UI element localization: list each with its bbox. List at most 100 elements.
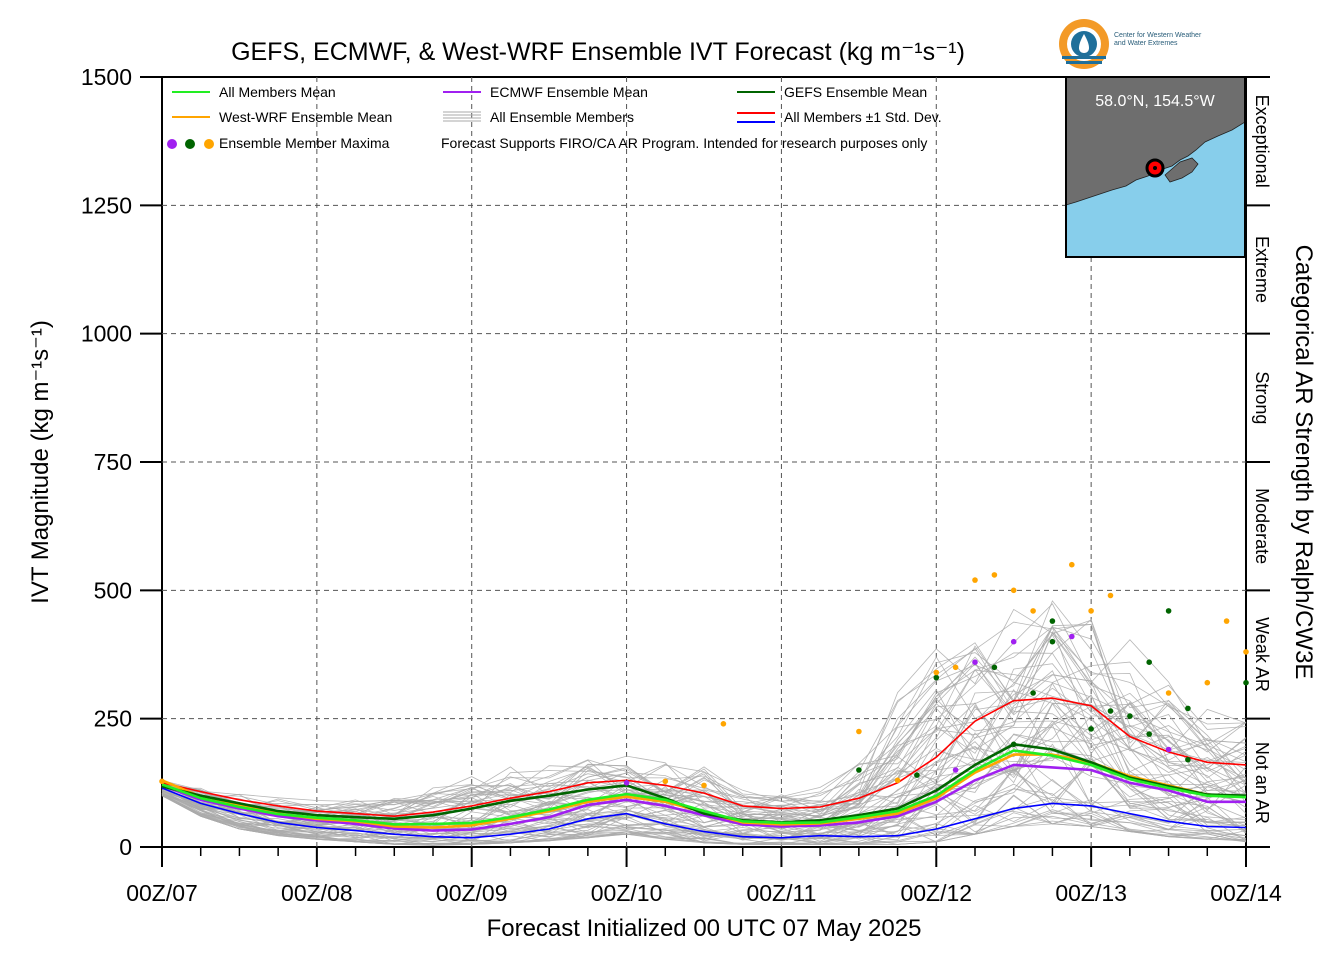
- y-tick-label: 750: [94, 449, 132, 475]
- maxima-point: [1146, 731, 1152, 737]
- member-line: [161, 608, 1247, 813]
- member-line: [161, 795, 1247, 845]
- maxima-point: [1243, 649, 1249, 655]
- maxima-point: [1165, 746, 1172, 753]
- maxima-point: [952, 664, 959, 671]
- legend-label: GEFS Ensemble Mean: [784, 84, 927, 100]
- x-tick-label: 00Z/14: [1210, 880, 1282, 906]
- research-note: Forecast Supports FIRO/CA AR Program. In…: [441, 135, 927, 151]
- maxima-point: [1185, 756, 1191, 763]
- y-tick-label: 1000: [81, 321, 132, 347]
- maxima-point: [1049, 638, 1056, 645]
- maxima-point: [933, 674, 940, 681]
- member-line: [161, 734, 1247, 841]
- ar-category-axis: Not an AR Weak AR Moderate Strong Extreme Exc…: [1246, 76, 1272, 848]
- maxima-point: [662, 778, 669, 785]
- maxima-point: [1107, 708, 1114, 714]
- maxima-point: [856, 767, 862, 773]
- x-tick-label: 00Z/07: [126, 880, 198, 906]
- legend-item-maxima: Ensemble Member Maxima: [167, 135, 390, 151]
- legend-label: All Ensemble Members: [490, 109, 634, 125]
- x-tick-label: 00Z/13: [1055, 880, 1127, 906]
- series-line: [161, 742, 1247, 824]
- maxima-point: [1049, 618, 1056, 624]
- legend-item-gefs-mean: GEFS Ensemble Mean: [737, 84, 927, 100]
- member-line: [161, 698, 1247, 827]
- member-line: [161, 778, 1247, 843]
- y-tick-label: 1250: [81, 192, 132, 218]
- x-axis: 00Z/07 00Z/08 00Z/09 00Z/10 00Z/11 00Z/12 00Z/…: [126, 847, 1282, 906]
- member-line: [161, 619, 1247, 817]
- maxima-point: [1185, 705, 1191, 712]
- maxima-point: [1088, 726, 1094, 732]
- maxima-point: [894, 777, 901, 784]
- maxima-point: [991, 572, 998, 578]
- legend: All Members Mean ECMWF Ensemble Mean GEF…: [167, 84, 942, 151]
- maxima-point: [1204, 679, 1211, 686]
- maxima-point: [1146, 659, 1152, 665]
- legend-label: ECMWF Ensemble Mean: [490, 84, 648, 100]
- y-tick-label: 0: [119, 834, 132, 860]
- ensemble-maxima: [159, 561, 1249, 789]
- cw3e-logo-icon: [1059, 19, 1109, 69]
- maxima-point: [1010, 741, 1017, 748]
- maxima-point: [1030, 608, 1036, 614]
- x-axis-label: Forecast Initialized 00 UTC 07 May 2025: [487, 915, 922, 942]
- series-line: [161, 763, 1246, 832]
- y-axis: 0 250 500 750 1000 1250 1500: [81, 64, 162, 860]
- maxima-point: [1010, 587, 1017, 594]
- maxima-point: [1165, 608, 1172, 614]
- legend-label: All Members ±1 Std. Dev.: [784, 109, 942, 125]
- kodiak-island: [1164, 157, 1199, 183]
- member-line: [161, 670, 1247, 828]
- legend-label: West-WRF Ensemble Mean: [219, 109, 392, 125]
- maxima-point: [952, 767, 959, 773]
- category-label: Exceptional: [1252, 95, 1272, 188]
- maxima-point: [701, 782, 707, 789]
- y-tick-label: 250: [94, 706, 132, 732]
- maxima-point: [1069, 633, 1075, 640]
- category-label: Not an AR: [1252, 742, 1272, 824]
- maxima-point: [1127, 713, 1133, 719]
- maxima-point: [972, 577, 978, 583]
- legend-item-westwrf-mean: West-WRF Ensemble Mean: [172, 109, 392, 125]
- category-label: Strong: [1252, 371, 1272, 424]
- member-line: [161, 795, 1247, 846]
- maxima-point: [1030, 690, 1036, 696]
- location-label: 58.0°N, 154.5°W: [1095, 93, 1215, 110]
- map-frame: [1065, 76, 1246, 258]
- legend-item-all-members-mean: All Members Mean: [172, 84, 336, 100]
- category-label: Weak AR: [1252, 617, 1272, 692]
- maxima-point: [1069, 561, 1075, 568]
- maxima-point: [856, 728, 862, 735]
- category-label: Moderate: [1252, 488, 1272, 564]
- x-tick-label: 00Z/10: [591, 880, 663, 906]
- member-line: [161, 661, 1247, 819]
- legend-label: Ensemble Member Maxima: [219, 135, 390, 151]
- cw3e-logo: Center for Western Weather and Water Ext…: [1058, 18, 1248, 74]
- member-line: [161, 795, 1247, 845]
- member-line: [161, 625, 1247, 815]
- logo-text: Center for Western Weather and Water Ext…: [1114, 32, 1244, 48]
- x-tick-label: 00Z/09: [436, 880, 508, 906]
- maxima-point: [991, 664, 998, 671]
- land: [1065, 76, 1246, 206]
- maxima-point: [1223, 618, 1230, 624]
- legend-item-ecmwf-mean: ECMWF Ensemble Mean: [443, 84, 648, 100]
- maxima-point: [914, 772, 920, 778]
- maxima-point: [720, 721, 727, 727]
- maxima-point: [1165, 690, 1172, 696]
- maxima-point: [159, 778, 165, 785]
- maxima-point: [1088, 608, 1094, 614]
- location-inset-map: 58.0°N, 154.5°W: [1065, 76, 1246, 258]
- legend-label: All Members Mean: [219, 84, 336, 100]
- member-line: [161, 702, 1247, 832]
- maxima-point: [1010, 638, 1017, 645]
- x-tick-label: 00Z/08: [281, 880, 353, 906]
- series-lines: [161, 697, 1247, 839]
- legend-item-std-dev: All Members ±1 Std. Dev.: [737, 109, 942, 125]
- maxima-point: [1243, 679, 1249, 686]
- x-tick-label: 00Z/11: [746, 880, 816, 906]
- maxima-point: [933, 669, 940, 676]
